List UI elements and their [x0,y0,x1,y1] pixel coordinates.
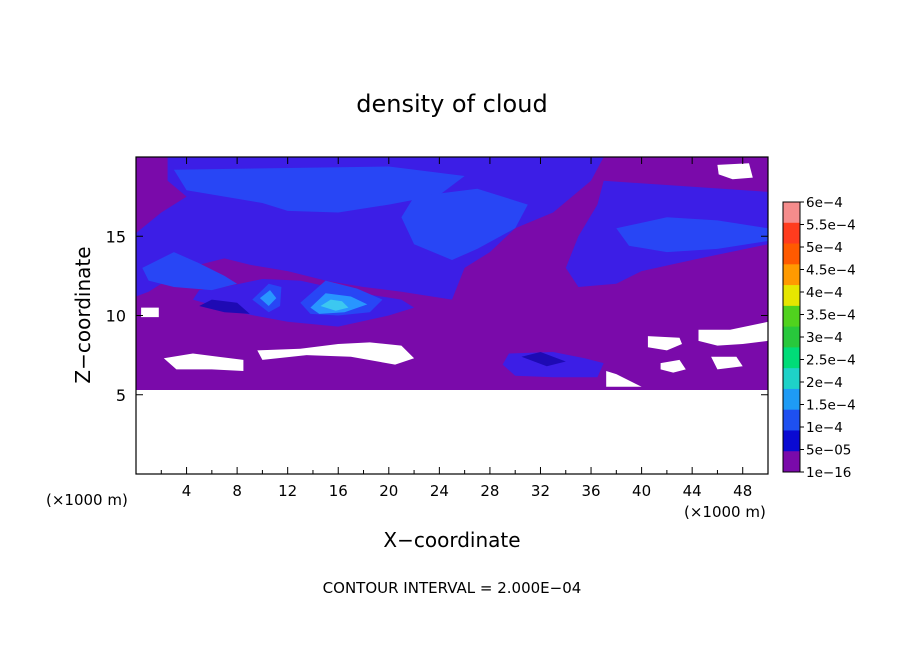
colorbar-swatch [783,285,800,307]
x-tick-label: 32 [531,482,550,500]
x-axis-label: X−coordinate [383,528,520,552]
x-axis-ticks: 4 8 12 16 20 24 28 32 36 40 44 48 [160,157,752,500]
density-region-level-high-12 [259,290,277,306]
colorbar-swatch [783,305,800,328]
x-tick-label: 40 [632,482,651,500]
colorbar-swatch [783,368,800,390]
x-tick-label: 48 [733,482,752,500]
no-data-region-9 [717,163,753,180]
colorbar-swatch [783,388,800,411]
colorbar-swatch [783,222,800,245]
x-tick-label: 28 [480,482,499,500]
y-tick-label: 15 [106,227,126,246]
y-axis-label: Z−coordinate [71,246,95,383]
colorbar-swatch [783,264,800,286]
x-tick-label: 8 [232,482,242,500]
no-data-region-0 [136,390,768,474]
no-data-region-5 [647,336,682,351]
x-tick-label: 16 [329,482,348,500]
x-tick-label: 12 [278,482,297,500]
colorbar-label: 4.5e−4 [806,263,856,279]
no-data-region-7 [698,321,768,346]
no-data-region-3 [141,307,159,318]
colorbar-swatch [783,409,800,431]
colorbar-label: 4e−4 [806,285,843,301]
colorbar-swatch [783,430,800,452]
colorbar-label: 3e−4 [806,330,843,346]
colorbar-label: 1e−4 [806,420,843,436]
x-tick-label: 20 [379,482,398,500]
density-region-dark-core-15 [199,299,250,314]
no-data-region-4 [606,371,642,387]
colorbar-swatch [783,202,800,224]
colorbar-swatch [783,326,800,348]
density-region-dark-core-14 [521,352,566,367]
density-region-level-peak-13 [320,299,349,311]
plot-area [136,157,768,474]
x-unit-left: (×1000 m) [46,491,128,509]
density-region-level-mid-8 [616,217,768,253]
density-region-level-mid-5 [173,166,465,213]
colorbar-swatch [783,451,800,473]
colorbar: 6e−4 5.5e−4 5e−4 4.5e−4 4e−4 3.5e−4 3e−4 2.5e−4… [782,195,856,481]
colorbar-label: 2.5e−4 [806,353,856,369]
colorbar-label: 6e−4 [806,195,843,211]
density-region-level-mid-7 [142,252,238,291]
colorbar-label: 1.5e−4 [806,398,856,414]
colorbar-label: 2e−4 [806,375,843,391]
colorbar-label: 1e−16 [806,465,851,481]
x-tick-label: 4 [182,482,192,500]
no-data-region-1 [163,353,244,371]
y-tick-label: 10 [106,307,126,326]
density-region-level-mid-6 [401,188,528,260]
colorbar-label: 5.5e−4 [806,218,856,234]
x-tick-label: 24 [430,482,449,500]
contour-interval-note: CONTOUR INTERVAL = 2.000E−04 [323,579,582,597]
no-data-region-8 [711,356,743,370]
colorbar-swatch [783,347,800,369]
chart-title: density of cloud [356,90,547,118]
y-axis-ticks: 5 10 15 [106,227,768,405]
x-tick-label: 44 [683,482,702,500]
colorbar-swatch [783,243,800,265]
colorbar-label: 5e−4 [806,240,843,256]
y-tick-label: 5 [116,386,126,405]
colorbar-label: 5e−05 [806,443,851,459]
colorbar-label: 3.5e−4 [806,308,856,324]
x-unit-right: (×1000 m) [684,503,766,521]
no-data-region-6 [660,359,686,373]
no-data-region-2 [257,342,415,365]
x-tick-label: 36 [581,482,600,500]
